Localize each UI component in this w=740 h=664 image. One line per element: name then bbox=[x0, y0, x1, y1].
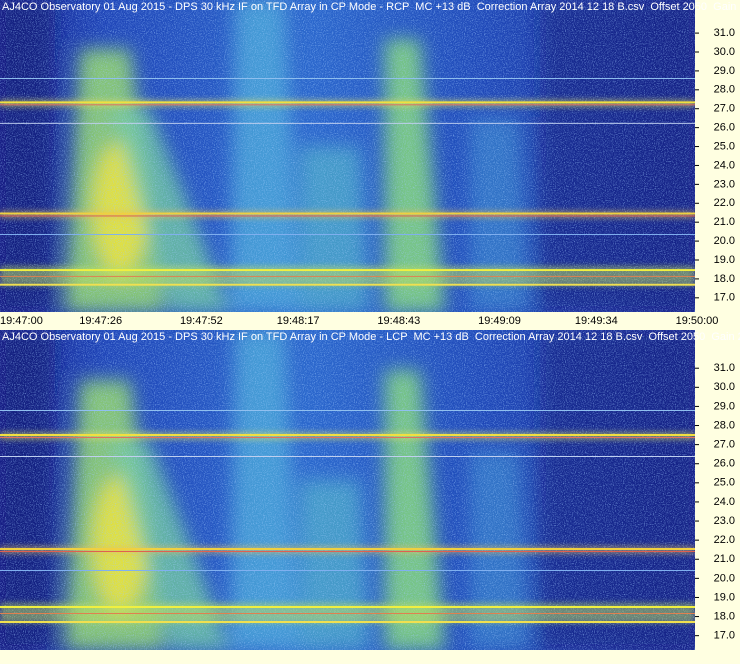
panel-title: AJ4CO Observatory 01 Aug 2015 - DPS 30 k… bbox=[2, 331, 740, 343]
y-tick-label: 30.0 bbox=[714, 46, 735, 58]
x-tick-label: 19:47:00 bbox=[0, 315, 43, 327]
y-tick-label: 17.0 bbox=[714, 630, 735, 642]
panel-title: AJ4CO Observatory 01 Aug 2015 - DPS 30 k… bbox=[2, 1, 740, 13]
x-tick-label: 19:47:26 bbox=[79, 315, 122, 327]
x-tick-label: 19:48:17 bbox=[277, 315, 320, 327]
y-tick-label: 23.0 bbox=[714, 515, 735, 527]
y-tick-label: 20.0 bbox=[714, 235, 735, 247]
y-tick-label: 31.0 bbox=[714, 27, 735, 39]
y-tick-label: 31.0 bbox=[714, 362, 735, 374]
x-tick-label: 19:49:09 bbox=[478, 315, 521, 327]
y-tick-label: 23.0 bbox=[714, 178, 735, 190]
y-tick-label: 21.0 bbox=[714, 216, 735, 228]
y-tick-label: 19.0 bbox=[714, 254, 735, 266]
spectrogram bbox=[0, 330, 695, 650]
x-tick-label: 19:49:34 bbox=[575, 315, 618, 327]
y-tick-label: 19.0 bbox=[714, 591, 735, 603]
y-tick-label: 24.0 bbox=[714, 159, 735, 171]
spectrogram bbox=[0, 0, 695, 312]
y-tick-label: 27.0 bbox=[714, 103, 735, 115]
y-tick-label: 29.0 bbox=[714, 400, 735, 412]
y-tick-label: 18.0 bbox=[714, 610, 735, 622]
y-tick-label: 17.0 bbox=[714, 292, 735, 304]
x-tick-label: 19:50:00 bbox=[676, 315, 719, 327]
y-tick-label: 21.0 bbox=[714, 553, 735, 565]
y-tick-label: 18.0 bbox=[714, 273, 735, 285]
y-tick-label: 20.0 bbox=[714, 572, 735, 584]
y-tick-label: 26.0 bbox=[714, 458, 735, 470]
x-tick-label: 19:47:52 bbox=[180, 315, 223, 327]
y-tick-label: 29.0 bbox=[714, 65, 735, 77]
y-tick-label: 28.0 bbox=[714, 84, 735, 96]
y-tick-label: 27.0 bbox=[714, 439, 735, 451]
y-tick-label: 22.0 bbox=[714, 534, 735, 546]
y-tick-label: 28.0 bbox=[714, 419, 735, 431]
y-tick-label: 22.0 bbox=[714, 197, 735, 209]
y-tick-label: 25.0 bbox=[714, 140, 735, 152]
x-tick-label: 19:48:43 bbox=[377, 315, 420, 327]
y-tick-label: 26.0 bbox=[714, 122, 735, 134]
y-tick-label: 24.0 bbox=[714, 496, 735, 508]
y-tick-label: 25.0 bbox=[714, 477, 735, 489]
y-tick-label: 30.0 bbox=[714, 381, 735, 393]
